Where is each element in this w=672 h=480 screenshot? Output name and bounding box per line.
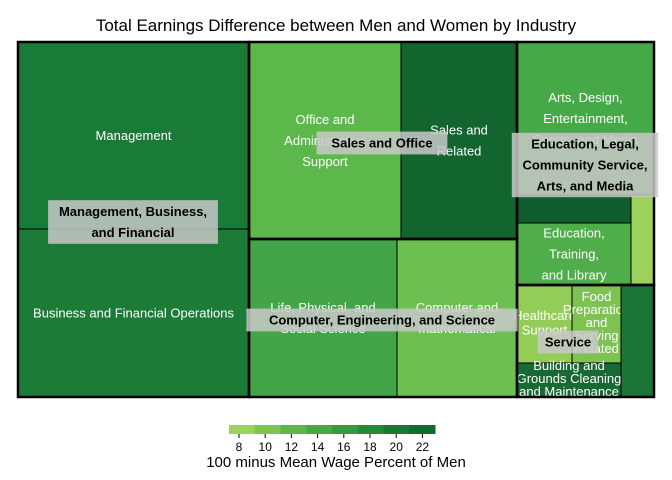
- group-label-bg-sales-and-office: [316, 131, 448, 155]
- cell-label-building-and-grounds-cleaning-and-maintenance-line: Building and: [533, 358, 605, 373]
- legend-tick-label: 18: [363, 440, 377, 454]
- cell-label-education-training-and-library-line: Training,: [549, 247, 599, 262]
- cell-label-food-preparation-and-serving-related-line: Food: [582, 289, 612, 304]
- cell-legal: [516, 194, 632, 224]
- legend-swatch: [383, 425, 410, 434]
- group-label-bg-computer-engineering-and-science: [246, 308, 518, 332]
- legend-swatch: [280, 425, 307, 434]
- legend-title: 100 minus Mean Wage Percent of Men: [206, 454, 466, 471]
- cell-label-food-preparation-and-serving-related-line: and: [586, 315, 608, 330]
- color-legend: 8 10 12 14 16 18 20 22: [229, 425, 436, 454]
- group-label-bg-service: [537, 330, 599, 354]
- cell-management: [17, 41, 250, 230]
- cell-label-business-and-financial-operations-line: Business and Financial Operations: [33, 306, 234, 321]
- cell-business-and-financial-operations: [17, 228, 250, 398]
- legend-swatch: [409, 425, 436, 434]
- legend-tick-label: 8: [236, 440, 243, 454]
- cell-community-and-social-service: [630, 194, 655, 286]
- legend-tick-label: 10: [259, 440, 273, 454]
- cell-label-education-training-and-library-line: and Library: [541, 268, 607, 283]
- cell-label-office-and-administrative-support-line: Support: [302, 154, 348, 169]
- chart-title: Total Earnings Difference between Men an…: [96, 16, 577, 35]
- cell-label-healthcare-support-line: Healthcare: [513, 308, 576, 323]
- legend-tick-label: 20: [390, 440, 404, 454]
- treemap-group-labels: Management, Business, and Financial Sales …: [48, 131, 659, 354]
- cell-label-arts-design-entertainment-sports-and-media-line: Entertainment,: [543, 111, 628, 126]
- legend-swatch: [357, 425, 384, 434]
- legend-tick-label: 16: [337, 440, 351, 454]
- cell-label-sales-and-related-line: Related: [437, 144, 482, 159]
- group-label-bg-management-business-and-financial: [48, 200, 218, 244]
- cell-label-food-preparation-and-serving-related-line: Preparation: [563, 302, 630, 317]
- cell-label-education-training-and-library-line: Education,: [543, 226, 604, 241]
- legend-tick-label: 12: [285, 440, 299, 454]
- cell-label-management-line: Management: [96, 128, 172, 143]
- legend-swatch: [254, 425, 281, 434]
- group-outline-service: [515, 283, 656, 399]
- legend-tick-label: 22: [416, 440, 430, 454]
- cell-label-office-and-administrative-support-line: Office and: [295, 112, 354, 127]
- group-label-management-business-and-financial-line: Management, Business,: [59, 204, 207, 219]
- group-label-education-legal-community-service-arts-and-media-line: Education, Legal,: [531, 137, 639, 152]
- group-label-management-business-and-financial-line: and Financial: [91, 225, 174, 240]
- group-label-education-legal-community-service-arts-and-media-line: Arts, and Media: [537, 179, 635, 194]
- cell-label-arts-design-entertainment-sports-and-media-line: Arts, Design,: [548, 90, 622, 105]
- cell-label-building-and-grounds-cleaning-and-maintenance-line: and Maintenance: [519, 384, 619, 399]
- group-label-bg-education-legal-community-service-arts-and-media: [511, 132, 659, 198]
- legend-swatch: [306, 425, 333, 434]
- legend-swatch: [332, 425, 359, 434]
- group-label-computer-engineering-and-science-line: Computer, Engineering, and Science: [269, 313, 495, 328]
- group-label-education-legal-community-service-arts-and-media-line: Community Service,: [523, 158, 648, 173]
- cell-protective-service: [620, 284, 655, 398]
- cell-label-building-and-grounds-cleaning-and-maintenance-line: Grounds Cleaning: [517, 371, 622, 386]
- group-label-sales-and-office-line: Sales and Office: [331, 136, 432, 151]
- legend-swatch: [229, 425, 256, 434]
- legend-tick-label: 14: [311, 440, 325, 454]
- group-label-service-line: Service: [545, 335, 591, 350]
